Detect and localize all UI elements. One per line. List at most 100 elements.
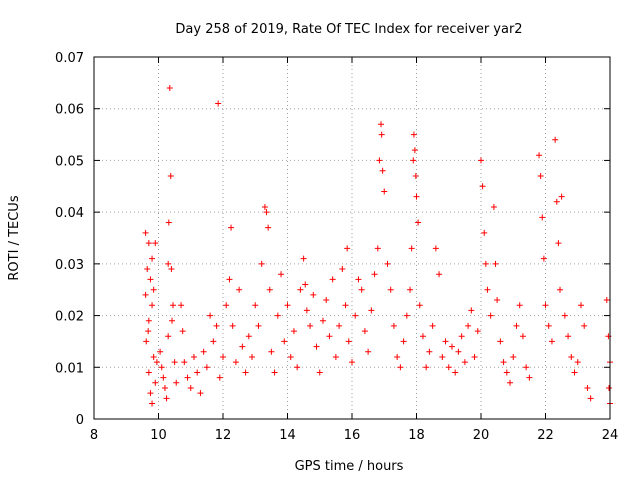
- data-point: [465, 322, 472, 329]
- data-point: [461, 359, 468, 366]
- data-point: [307, 322, 314, 329]
- data-point: [229, 322, 236, 329]
- data-point: [397, 364, 404, 371]
- plot-frame: [93, 56, 611, 420]
- data-point: [516, 302, 523, 309]
- data-point: [558, 193, 565, 200]
- data-point: [265, 224, 272, 231]
- data-point: [378, 131, 385, 138]
- data-point: [539, 214, 546, 221]
- data-point: [342, 302, 349, 309]
- data-point: [410, 157, 417, 164]
- data-point: [316, 369, 323, 376]
- data-point: [503, 369, 510, 376]
- x-tick-label: 10: [150, 428, 167, 443]
- data-point: [169, 317, 176, 324]
- data-point: [197, 390, 204, 397]
- data-point: [194, 369, 201, 376]
- data-point: [300, 255, 307, 262]
- data-point: [423, 364, 430, 371]
- data-point: [387, 286, 394, 293]
- data-point: [249, 353, 256, 360]
- data-point: [239, 343, 246, 350]
- data-point: [274, 312, 281, 319]
- data-point: [158, 364, 165, 371]
- data-point: [336, 322, 343, 329]
- data-point: [271, 369, 278, 376]
- data-point: [540, 255, 547, 262]
- data-point: [226, 276, 233, 283]
- data-point: [603, 297, 610, 304]
- data-point: [171, 359, 178, 366]
- data-point: [412, 172, 419, 179]
- data-point: [381, 188, 388, 195]
- data-point: [442, 338, 449, 345]
- data-point: [355, 276, 362, 283]
- data-point: [268, 348, 275, 355]
- grid-layer: [94, 57, 610, 419]
- data-point: [145, 317, 152, 324]
- data-point: [429, 322, 436, 329]
- data-point: [568, 353, 575, 360]
- data-point: [484, 286, 491, 293]
- data-point: [163, 395, 170, 402]
- data-point: [215, 100, 222, 107]
- y-tick-label: 0.03: [55, 258, 84, 273]
- data-point: [152, 379, 159, 386]
- data-point: [143, 338, 150, 345]
- data-point: [548, 338, 555, 345]
- data-point: [150, 286, 157, 293]
- data-point: [490, 203, 497, 210]
- data-point: [374, 245, 381, 252]
- data-point: [213, 322, 220, 329]
- data-point: [258, 260, 265, 267]
- y-tick-label: 0.07: [55, 51, 84, 66]
- data-point: [378, 121, 385, 128]
- data-point: [507, 379, 514, 386]
- data-point: [487, 312, 494, 319]
- data-point: [345, 338, 352, 345]
- data-point: [571, 369, 578, 376]
- data-point: [426, 348, 433, 355]
- data-point: [561, 312, 568, 319]
- data-point: [161, 384, 168, 391]
- data-point: [448, 343, 455, 350]
- data-point: [220, 353, 226, 360]
- data-point: [207, 312, 214, 319]
- data-point: [439, 353, 446, 360]
- data-point: [200, 348, 207, 355]
- data-point: [587, 395, 594, 402]
- data-point: [584, 384, 591, 391]
- data-point: [376, 157, 383, 164]
- data-point: [149, 302, 156, 309]
- data-point: [332, 353, 339, 360]
- x-axis-label: GPS time / hours: [295, 459, 404, 474]
- data-point: [319, 317, 326, 324]
- data-point: [494, 297, 501, 304]
- data-point: [168, 266, 175, 273]
- data-point: [384, 260, 391, 267]
- data-point: [181, 359, 188, 366]
- data-point: [281, 338, 288, 345]
- data-point: [500, 359, 507, 366]
- data-point: [526, 374, 533, 381]
- data-point: [368, 307, 375, 314]
- data-point: [329, 276, 336, 283]
- data-point: [184, 374, 191, 381]
- data-point: [152, 240, 159, 247]
- data-point: [284, 302, 291, 309]
- x-tick-label: 16: [344, 428, 361, 443]
- data-point: [310, 291, 317, 298]
- data-point: [149, 400, 156, 407]
- data-point: [510, 353, 517, 360]
- data-point: [261, 203, 268, 210]
- data-point: [557, 286, 564, 293]
- data-point: [326, 333, 333, 340]
- data-point: [165, 260, 172, 267]
- data-point: [323, 297, 330, 304]
- data-point: [523, 364, 530, 371]
- y-tick-label: 0.05: [55, 154, 84, 169]
- data-point: [394, 353, 401, 360]
- data-point: [479, 183, 486, 190]
